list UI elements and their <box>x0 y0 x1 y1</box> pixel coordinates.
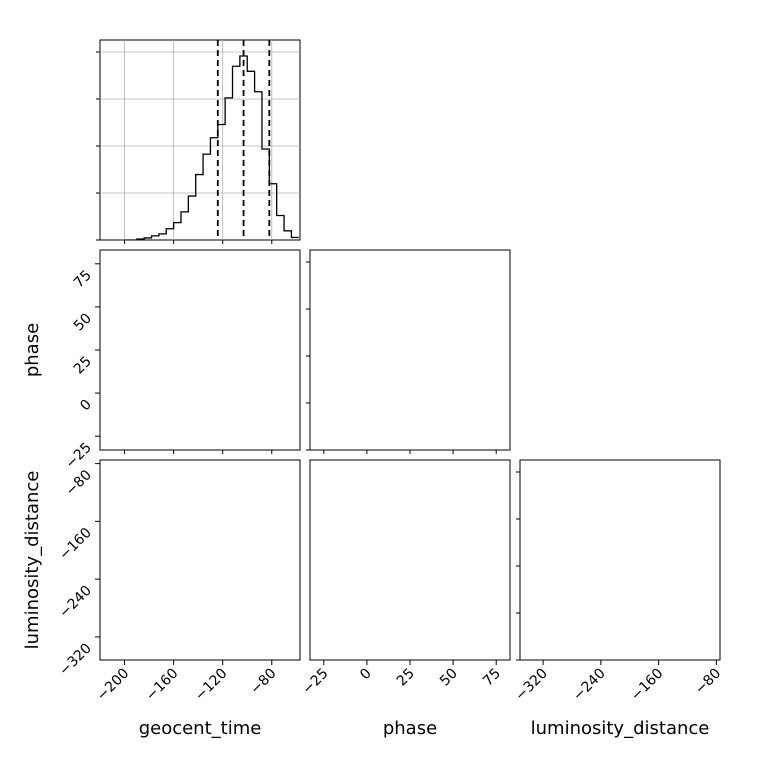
x-tick-label: −80 <box>692 666 724 698</box>
y-axis-label-phase: phase <box>22 323 43 377</box>
y-tick-label: 75 <box>71 267 95 291</box>
x-axis-label-geocent-time: geocent_time <box>139 718 262 739</box>
x-tick-label: −80 <box>247 666 279 698</box>
y-tick-label: 25 <box>71 354 95 378</box>
sample-point <box>304 461 307 464</box>
y-tick-label: 0 <box>77 397 95 415</box>
sample-point <box>304 478 307 481</box>
panel-frame <box>99 249 301 451</box>
y-axis-label-luminosity-distance: luminosity_distance <box>22 471 43 650</box>
x-tick-label: −320 <box>512 666 551 705</box>
sample-point <box>305 502 308 505</box>
x-axis-label-phase: phase <box>383 718 437 739</box>
panel-frame <box>519 459 721 661</box>
x-tick-label: 25 <box>394 666 418 690</box>
panel-frame <box>99 39 301 241</box>
x-tick-label: 50 <box>437 666 461 690</box>
panel-luminosity-distance-vs-phase <box>309 459 511 661</box>
x-tick-label: −120 <box>192 666 231 705</box>
y-tick-label: −25 <box>63 440 95 472</box>
x-tick-label: −160 <box>628 666 667 705</box>
y-tick-label: 50 <box>71 310 95 334</box>
panel-phase-histogram <box>309 249 511 451</box>
sample-point <box>302 468 305 471</box>
x-tick-label: −200 <box>94 666 133 705</box>
y-tick-label: −80 <box>63 467 95 499</box>
panel-luminosity-distance-histogram <box>519 459 721 661</box>
sample-point <box>301 470 304 473</box>
y-tick-label: −240 <box>56 583 95 622</box>
sample-point <box>307 470 310 473</box>
sample-point <box>305 469 308 472</box>
sample-point <box>306 470 309 473</box>
sample-point <box>305 476 308 479</box>
sample-point <box>291 456 294 459</box>
sample-point <box>302 477 305 480</box>
x-tick-label: 0 <box>357 666 375 684</box>
panel-frame <box>309 459 511 661</box>
panel-content <box>124 40 299 240</box>
panel-frame <box>99 459 301 661</box>
x-tick-label: −240 <box>570 666 609 705</box>
x-tick-label: 75 <box>480 666 504 690</box>
panel-grid <box>100 40 300 240</box>
y-tick-label: −160 <box>56 525 95 564</box>
panel-luminosity-distance-vs-geocent-time <box>99 459 301 661</box>
x-tick-label: −25 <box>299 666 331 698</box>
x-axis-label-luminosity-distance: luminosity_distance <box>531 718 710 739</box>
x-tick-label: −160 <box>143 666 182 705</box>
panel-geocent-time-histogram <box>99 39 301 241</box>
sample-point <box>320 453 323 456</box>
sample-point <box>305 469 308 472</box>
sample-point <box>302 472 305 475</box>
panel-frame <box>309 249 511 451</box>
sample-point <box>302 490 305 493</box>
y-tick-label: −320 <box>56 640 95 679</box>
